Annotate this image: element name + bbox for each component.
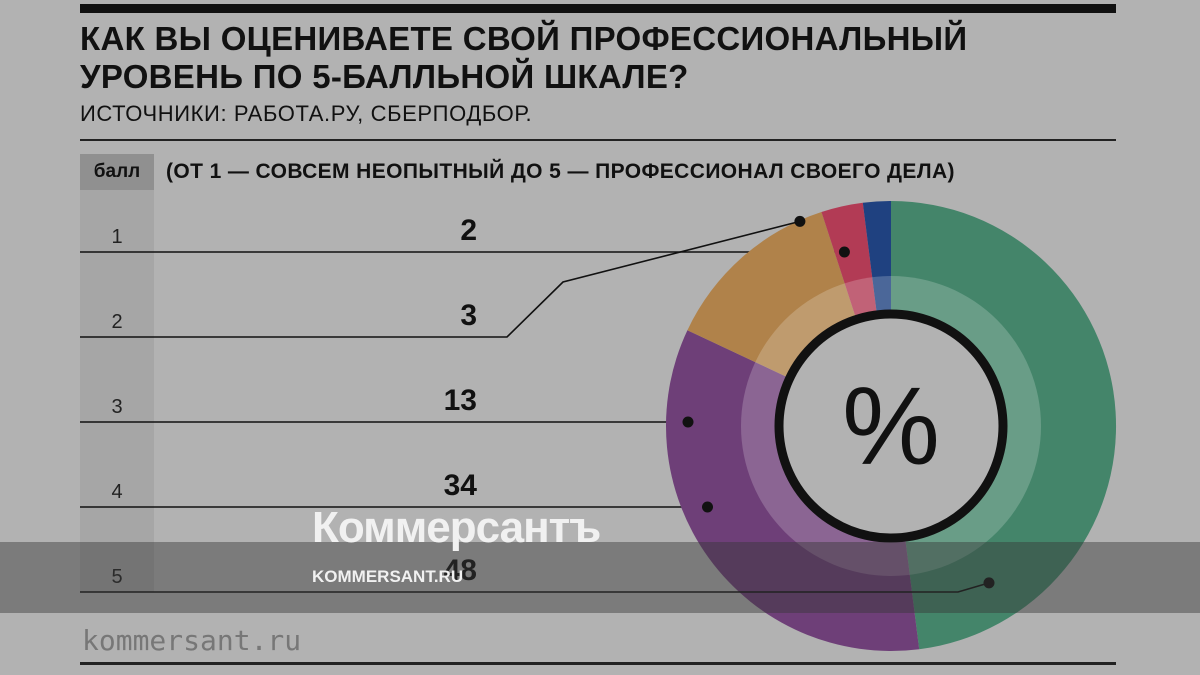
value-label-3: 13 [443,384,477,417]
scale-caption: (ОТ 1 — СОВСЕМ НЕОПЫТНЫЙ ДО 5 — ПРОФЕССИ… [166,160,955,183]
value-label-5: 48 [443,554,477,587]
score-label-3: 3 [111,396,123,418]
leader-dot-5 [983,577,995,589]
score-column-header: балл [80,154,154,190]
score-label-4: 4 [111,481,123,503]
score-label-1: 1 [111,226,123,248]
watermark-url: KOMMERSANT.RU [312,567,464,586]
source-note: ИСТОЧНИКИ: РАБОТА.РУ, СБЕРПОДБОР. [80,101,533,126]
leader-dot-3 [682,416,694,428]
leader-lines [80,215,995,593]
center-circle [774,309,1008,543]
leader-dot-4 [702,501,713,513]
watermark-logo: Коммерсантъ [312,503,601,552]
value-label-1: 2 [460,214,477,247]
score-label-2: 2 [111,311,123,333]
score-label-5: 5 [111,566,123,588]
leader-dot-2 [794,215,806,227]
value-label-2: 3 [460,299,477,332]
header-divider [80,139,1116,141]
leader-line-2 [80,220,801,338]
top-rule [80,4,1116,13]
bottom-rule [80,662,1116,665]
leader-line-5 [80,582,990,593]
chart-title: КАК ВЫ ОЦЕНИВАЕТЕ СВОЙ ПРОФЕССИОНАЛЬНЫЙ … [80,20,968,95]
row-lines [80,251,845,508]
score-column [80,154,154,592]
value-label-4: 34 [443,469,477,502]
footer-site: kommersant.ru [82,624,302,657]
watermark-band [0,542,1200,613]
percent-symbol: % [842,365,940,488]
leader-dot-1 [838,246,850,258]
